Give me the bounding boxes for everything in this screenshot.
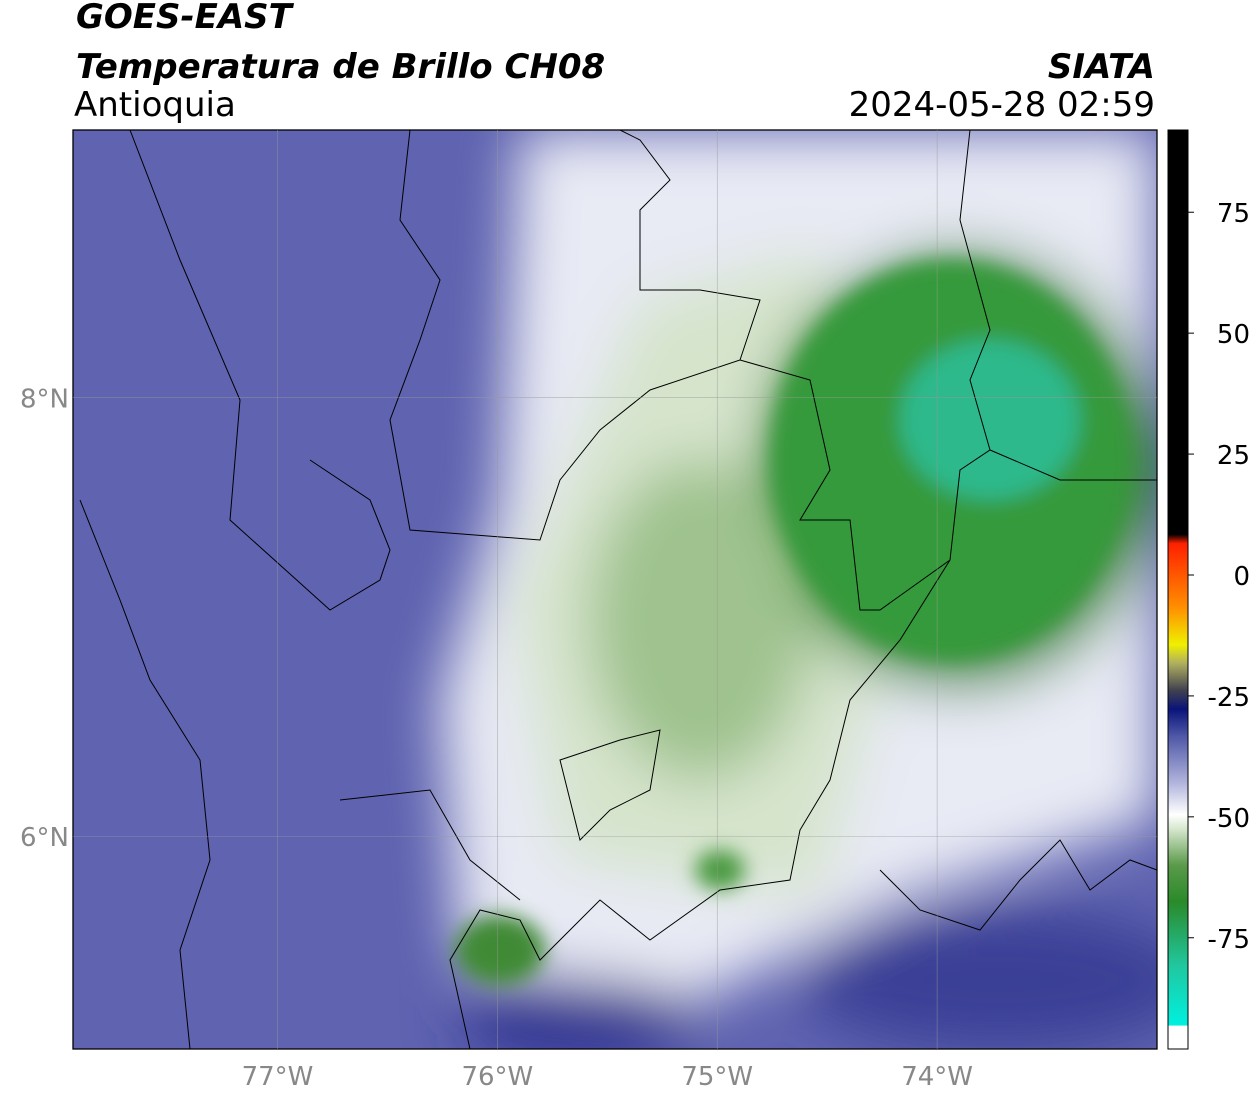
borders: [79, 130, 1157, 1049]
lon-tick-label: 74°W: [901, 1062, 973, 1092]
region: Antioquia: [74, 85, 236, 125]
colorbar-tick-label: -25: [1208, 683, 1250, 713]
colorbar-tick-label: 0: [1233, 562, 1250, 592]
lon-tick-label: 76°W: [461, 1062, 533, 1092]
lat-tick-label: 8°N: [20, 385, 69, 415]
colorbar-tick-label: 75: [1217, 199, 1250, 229]
datetime: 2024-05-28 02:59: [849, 85, 1155, 125]
map-frame: [72, 129, 1158, 1050]
colorbar-tick-label: 25: [1217, 441, 1250, 471]
title: GOES-EAST: [76, 0, 295, 37]
colorbar-tick-label: -75: [1208, 925, 1250, 955]
colorbar: [1167, 129, 1189, 1050]
lat-tick-label: 6°N: [20, 823, 69, 853]
source: SIATA: [1048, 47, 1155, 87]
colorbar-tick-label: 50: [1217, 320, 1250, 350]
subtitle: Temperatura de Brillo CH08: [76, 47, 605, 87]
lon-tick-label: 75°W: [681, 1062, 753, 1092]
satellite-image: [73, 130, 1157, 1049]
colorbar-tick-label: -50: [1208, 804, 1250, 834]
lon-tick-label: 77°W: [242, 1062, 314, 1092]
